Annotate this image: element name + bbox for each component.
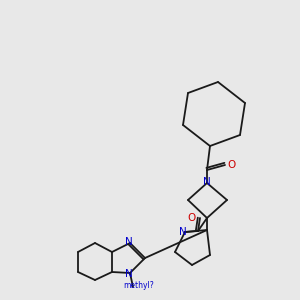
- Text: O: O: [228, 160, 236, 170]
- Text: N: N: [125, 237, 133, 247]
- Text: methyl?: methyl?: [124, 281, 154, 290]
- Text: N: N: [203, 177, 211, 187]
- Text: N: N: [125, 269, 133, 279]
- Text: N: N: [179, 227, 187, 237]
- Text: O: O: [188, 213, 196, 223]
